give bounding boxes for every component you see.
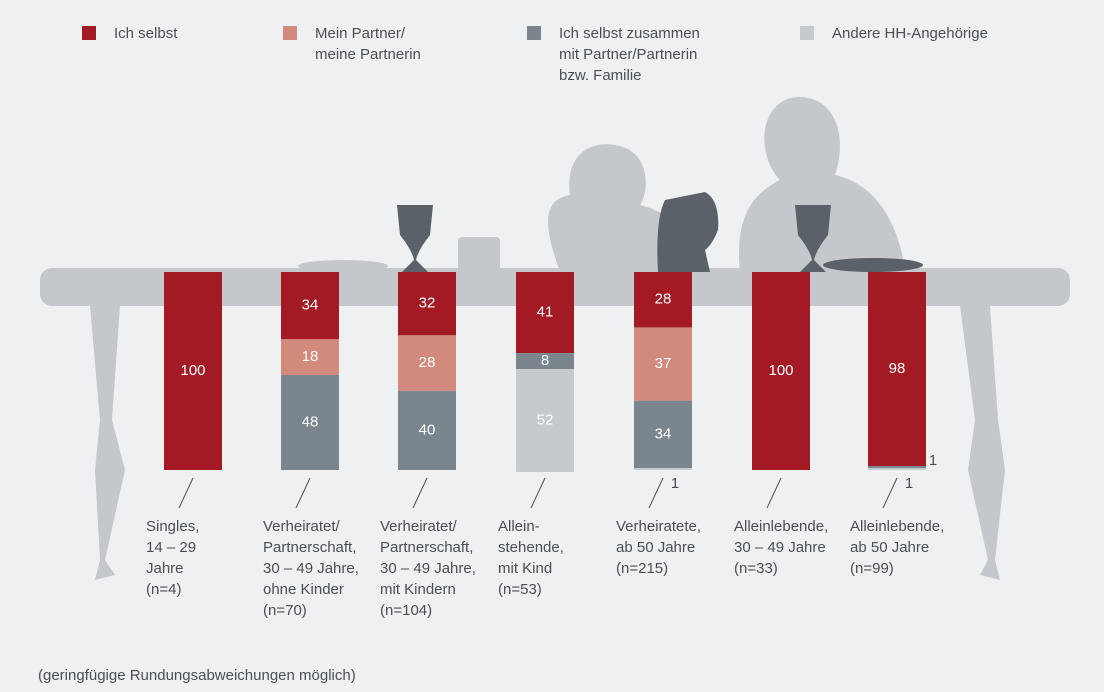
value-label: 28	[419, 354, 436, 371]
value-label: 34	[655, 425, 672, 442]
legend-label: Mein Partner/meine Partnerin	[315, 25, 421, 63]
value-label: 32	[419, 295, 436, 312]
value-label: 1	[905, 475, 913, 492]
value-label: 52	[537, 411, 554, 428]
legend-swatch	[800, 26, 814, 40]
category-label: Alleinlebende, 30 – 49 Jahre (n=33)	[734, 518, 828, 577]
bar-segment	[281, 272, 339, 340]
bar-segment	[398, 390, 456, 470]
legend-swatch	[527, 26, 541, 40]
value-label: 41	[537, 304, 554, 321]
bar-segment	[868, 466, 926, 469]
category-label: Singles, 14 – 29 Jahre (n=4)	[146, 518, 199, 598]
illustration-dark	[397, 192, 923, 272]
value-label: 18	[302, 348, 319, 365]
bar-segment	[281, 339, 339, 375]
bar-segment	[281, 374, 339, 470]
category-label: Allein-stehende, mit Kind (n=53)	[498, 518, 564, 598]
bar-segment	[516, 353, 574, 370]
bar-segment	[634, 468, 692, 470]
connector	[178, 477, 194, 509]
connector	[882, 477, 898, 509]
value-label: 28	[655, 291, 672, 308]
value-label: 1	[671, 475, 679, 492]
connector	[412, 477, 428, 509]
bar-segment	[868, 272, 926, 467]
category-label: Verheiratet/Partnerschaft, 30 – 49 Jahre,…	[380, 518, 476, 619]
value-label: 40	[419, 421, 436, 438]
value-label: 100	[768, 362, 793, 379]
bar-segment	[634, 327, 692, 401]
category-label: Alleinlebende, ab 50 Jahre (n=99)	[850, 518, 944, 577]
connector	[648, 477, 664, 509]
legend-swatch	[82, 26, 96, 40]
legend-label: Andere HH-Angehörige	[832, 25, 988, 42]
legend-label: Ich selbst zusammen mit Partner/Partnerin…	[559, 25, 700, 84]
bar-segment	[398, 272, 456, 336]
connector	[766, 477, 782, 509]
connector	[295, 477, 311, 509]
bar-segment	[516, 369, 574, 472]
bar-segment	[634, 272, 692, 328]
bar-segment	[398, 335, 456, 391]
connector	[530, 477, 546, 509]
footnote: (geringfügige Rundungsabweichungen mögli…	[38, 667, 356, 684]
value-label: 37	[655, 355, 672, 372]
bar-segment	[752, 272, 810, 470]
value-label: 1	[929, 452, 937, 469]
value-label: 8	[541, 352, 549, 369]
legend-label: Ich selbst	[114, 25, 178, 42]
bar-segment	[634, 400, 692, 469]
legend-swatch	[283, 26, 297, 40]
value-label: 48	[302, 413, 319, 430]
category-label: Verheiratete, ab 50 Jahre (n=215)	[616, 518, 701, 577]
category-label: Verheiratet/Partnerschaft, 30 – 49 Jahre,…	[263, 518, 359, 619]
bar-segment	[164, 272, 222, 470]
value-label: 34	[302, 297, 319, 314]
bar-segment	[516, 272, 574, 354]
bar-segment	[868, 468, 926, 470]
value-label: 100	[180, 362, 205, 379]
value-label: 98	[889, 360, 906, 377]
